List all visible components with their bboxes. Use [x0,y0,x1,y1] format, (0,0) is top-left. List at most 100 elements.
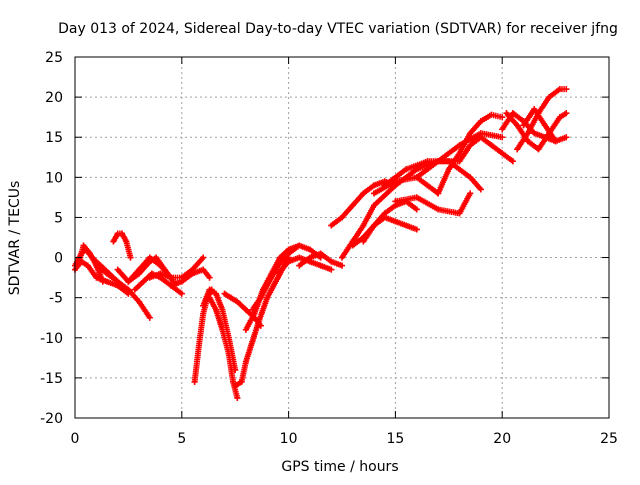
data-point [285,258,292,265]
data-point [328,222,335,229]
data-point [514,146,521,153]
data-point [255,318,262,325]
data-point [339,254,345,261]
data-point [563,110,570,117]
data-point [274,270,281,277]
data-point [168,274,175,281]
data-point [296,242,303,249]
data-point [200,302,207,309]
data-point [131,286,138,293]
data-point [206,286,213,293]
x-tick-label: 25 [600,431,618,447]
data-point [509,158,516,165]
data-point [360,238,367,245]
data-point [467,174,474,181]
series-arc-25 [381,158,484,193]
series-arc-10 [168,266,213,289]
data-point [257,294,264,301]
data-point [413,206,420,213]
data-point [514,122,521,129]
data-point [371,190,378,197]
data-point [317,250,324,257]
data-point [339,262,345,269]
series-arc-29 [456,134,516,165]
data-point [435,158,442,165]
data-point [153,254,160,261]
data-point [381,182,388,189]
data-point [80,242,87,249]
data-point [200,310,207,317]
data-point [503,110,510,117]
data-point [168,282,175,289]
data-point [360,190,367,197]
data-point [234,298,241,305]
data-point [499,150,506,157]
data-point [413,174,420,181]
x-tick-label: 10 [280,431,298,447]
data-point [99,278,106,285]
data-point [520,122,527,129]
y-tick-label: -10 [40,331,63,347]
data-point [232,382,239,389]
data-point [488,111,495,118]
data-point [499,134,506,141]
data-point [230,378,237,385]
data-point [445,166,452,173]
data-point [296,254,303,261]
data-point [413,226,420,233]
data-point [178,278,185,285]
data-point [76,258,83,265]
data-point [125,278,132,285]
data-point [225,350,232,357]
y-axis-label: SDTVAR / TECUs [7,181,23,296]
data-point [445,158,452,165]
y-tick-label: 20 [45,90,63,106]
data-point [435,206,442,213]
data-point [392,218,399,225]
series-arc-23 [360,214,420,245]
data-point [195,342,202,349]
data-point [499,114,506,121]
data-point [93,262,100,269]
data-point [110,238,117,245]
data-point [509,110,516,117]
data-point [488,142,495,149]
data-point [392,198,399,205]
data-point [563,86,570,93]
data-point [251,310,258,317]
y-tick-label: -15 [40,371,63,387]
data-point [146,258,153,265]
data-point [477,134,484,141]
data-point [191,378,198,385]
data-point [114,266,121,273]
series-arc-32 [514,86,570,153]
series-arc-5 [110,230,134,261]
data-point [424,182,431,189]
data-point [146,274,153,281]
data-point [146,314,153,321]
data-point [206,294,213,301]
data-point [285,250,292,257]
series-arc-33 [520,106,559,145]
chart-title: Day 013 of 2024, Sidereal Day-to-day VTE… [58,21,618,37]
data-point [467,142,474,149]
data-point [524,130,531,137]
data-point [477,118,484,125]
data-point [212,290,219,297]
data-point [123,238,130,245]
data-point [403,222,410,229]
series-arc-28 [435,111,506,197]
data-point [477,186,484,193]
y-tick-label: 25 [45,50,63,66]
data-point [456,150,463,157]
data-point [189,270,196,277]
data-point [249,306,256,313]
y-tick-label: -20 [40,411,63,427]
data-point [360,222,367,229]
data-point [371,202,378,209]
x-axis-label: GPS time / hours [281,459,398,475]
data-point [127,254,134,261]
data-point [206,274,213,281]
data-point [238,378,245,385]
